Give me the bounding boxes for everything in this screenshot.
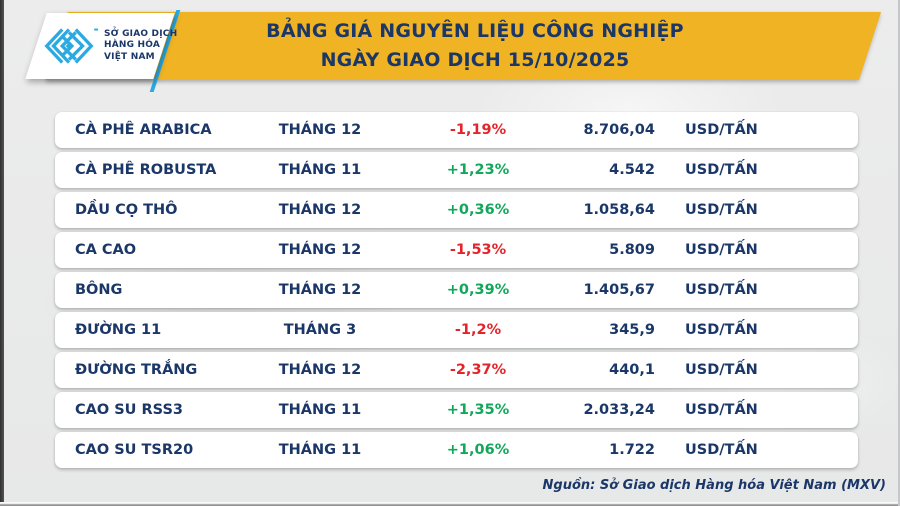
logo-org-line: VIỆT NAM (104, 51, 155, 62)
commodity-name: CÀ PHÊ ARABICA (75, 122, 212, 138)
table-row: ĐƯỜNG TRẮNG THÁNG 12 -2,37% 440,1 USD/TẤ… (55, 352, 858, 388)
price-value: 1.722 (609, 442, 655, 458)
price-unit: USD/TẤN (685, 162, 758, 178)
percent-change: +0,36% (446, 202, 510, 218)
percent-change: -1,2% (454, 322, 502, 338)
price-value: 8.706,04 (583, 122, 655, 138)
table-row: CÀ PHÊ ROBUSTA THÁNG 11 +1,23% 4.542 USD… (55, 152, 858, 188)
mxv-chevron-icon (44, 28, 99, 64)
price-unit: USD/TẤN (685, 322, 758, 338)
commodity-name: CAO SU TSR20 (75, 442, 194, 458)
trademark-dash (94, 28, 99, 31)
contract-month: THÁNG 12 (278, 242, 362, 258)
table-row: ĐƯỜNG 11 THÁNG 3 -1,2% 345,9 USD/TẤN (55, 312, 858, 348)
percent-change: -2,37% (449, 362, 507, 378)
mxv-logo: SỞ GIAO DỊCH HÀNG HÓA VIỆT NAM (38, 18, 177, 74)
table-row: CAO SU RSS3 THÁNG 11 +1,35% 2.033,24 USD… (55, 392, 858, 428)
price-table: CÀ PHÊ ARABICA THÁNG 12 -1,19% 8.706,04 … (55, 112, 858, 472)
price-unit: USD/TẤN (685, 122, 758, 138)
price-unit: USD/TẤN (685, 202, 758, 218)
commodity-name: DẦU CỌ THÔ (75, 202, 178, 218)
price-value: 1.405,67 (583, 282, 655, 298)
price-value: 440,1 (609, 362, 655, 378)
commodity-name: ĐƯỜNG 11 (75, 322, 162, 338)
price-unit: USD/TẤN (685, 362, 758, 378)
commodity-name: ĐƯỜNG TRẮNG (75, 362, 198, 378)
table-row: DẦU CỌ THÔ THÁNG 12 +0,36% 1.058,64 USD/… (55, 192, 858, 228)
logo-org-name: SỞ GIAO DỊCH HÀNG HÓA VIỆT NAM (104, 29, 177, 64)
table-row: CA CAO THÁNG 12 -1,53% 5.809 USD/TẤN (55, 232, 858, 268)
percent-change: -1,19% (449, 122, 507, 138)
price-value: 345,9 (609, 322, 655, 338)
price-unit: USD/TẤN (685, 442, 758, 458)
percent-change: -1,53% (449, 242, 507, 258)
contract-month: THÁNG 11 (278, 402, 362, 418)
commodity-name: CA CAO (75, 242, 137, 258)
logo-org-line: HÀNG HÓA (104, 40, 161, 51)
table-row: BÔNG THÁNG 12 +0,39% 1.405,67 USD/TẤN (55, 272, 858, 308)
price-unit: USD/TẤN (685, 282, 758, 298)
frame-right-edge (898, 0, 900, 506)
contract-month: THÁNG 12 (278, 202, 362, 218)
price-value: 5.809 (609, 242, 655, 258)
price-unit: USD/TẤN (685, 242, 758, 258)
commodity-name: BÔNG (75, 282, 123, 298)
price-value: 2.033,24 (583, 402, 655, 418)
page-title: BẢNG GIÁ NGUYÊN LIỆU CÔNG NGHIỆP NGÀY GI… (130, 17, 820, 75)
price-unit: USD/TẤN (685, 402, 758, 418)
page-title-line1: BẢNG GIÁ NGUYÊN LIỆU CÔNG NGHIỆP (266, 20, 684, 42)
contract-month: THÁNG 3 (283, 322, 357, 338)
commodity-name: CAO SU RSS3 (75, 402, 183, 418)
commodity-name: CÀ PHÊ ROBUSTA (75, 162, 217, 178)
contract-month: THÁNG 12 (278, 282, 362, 298)
contract-month: THÁNG 12 (278, 122, 362, 138)
percent-change: +1,23% (446, 162, 510, 178)
table-row: CÀ PHÊ ARABICA THÁNG 12 -1,19% 8.706,04 … (55, 112, 858, 148)
contract-month: THÁNG 12 (278, 362, 362, 378)
price-value: 4.542 (609, 162, 655, 178)
contract-month: THÁNG 11 (278, 162, 362, 178)
percent-change: +0,39% (446, 282, 510, 298)
logo-org-line: SỞ GIAO DỊCH (104, 28, 178, 39)
price-value: 1.058,64 (583, 202, 655, 218)
page-title-line2: NGÀY GIAO DỊCH 15/10/2025 (320, 49, 630, 71)
table-row: CAO SU TSR20 THÁNG 11 +1,06% 1.722 USD/T… (55, 432, 858, 468)
frame-left-edge (0, 0, 4, 506)
source-note: Nguồn: Sở Giao dịch Hàng hóa Việt Nam (M… (542, 478, 886, 493)
contract-month: THÁNG 11 (278, 442, 362, 458)
percent-change: +1,06% (446, 442, 510, 458)
percent-change: +1,35% (446, 402, 510, 418)
frame-bottom-edge (0, 502, 900, 506)
